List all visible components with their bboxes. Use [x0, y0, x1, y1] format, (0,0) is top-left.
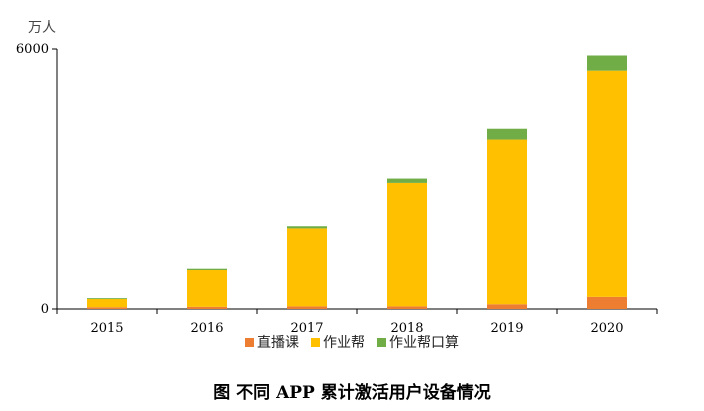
bar-2019-series-2 — [487, 128, 527, 140]
y-axis: 0 6000 — [16, 42, 58, 317]
bar-2019-series-0 — [487, 304, 527, 309]
x-tick-label-0: 2015 — [90, 321, 123, 336]
bar-2016-series-0 — [187, 306, 227, 309]
bar-2018-series-1 — [387, 182, 427, 307]
legend-label-0: 直播课 — [257, 335, 299, 351]
legend: 直播课 作业帮 作业帮口算 — [0, 331, 704, 353]
bar-2017-series-2 — [287, 226, 327, 229]
x-tick-label-4: 2019 — [490, 321, 523, 336]
legend-item-2: 作业帮口算 — [377, 332, 459, 352]
bar-2018-series-0 — [387, 306, 427, 309]
bars — [87, 55, 627, 309]
bar-2015-series-2 — [87, 298, 127, 300]
figure-caption: 图 不同 APP 累计激活用户设备情况 — [213, 383, 491, 403]
legend-label-1: 作业帮 — [323, 335, 365, 351]
x-tick-label-3: 2018 — [390, 321, 423, 336]
bar-2017-series-1 — [287, 228, 327, 307]
x-axis: 2015 2016 2017 2018 2019 2020 — [56, 308, 658, 336]
bar-2020-series-2 — [587, 55, 627, 71]
bar-2015-series-1 — [87, 299, 127, 308]
legend-item-1: 作业帮 — [311, 332, 365, 352]
bar-2015-series-0 — [87, 307, 127, 309]
legend-label-2: 作业帮口算 — [389, 335, 459, 351]
legend-swatch-2 — [377, 337, 386, 347]
legend-swatch-0 — [245, 337, 254, 347]
y-tick-label-0: 0 — [41, 302, 49, 317]
bar-2016-series-2 — [187, 268, 227, 270]
stacked-bar-chart: 万人 0 6000 2015 2016 2017 2018 2019 2020 — [16, 20, 658, 336]
x-tick-label-1: 2016 — [190, 321, 223, 336]
x-tick-label-5: 2020 — [590, 321, 623, 336]
bar-2020-series-0 — [587, 296, 627, 309]
bar-2019-series-1 — [487, 139, 527, 305]
x-tick-label-2: 2017 — [290, 321, 323, 336]
bar-2016-series-1 — [187, 270, 227, 307]
legend-item-0: 直播课 — [245, 332, 299, 352]
bar-2020-series-1 — [587, 70, 627, 297]
bar-2018-series-2 — [387, 178, 427, 183]
y-tick-label-1: 6000 — [16, 42, 49, 57]
bar-2017-series-0 — [287, 306, 327, 309]
legend-swatch-1 — [311, 337, 320, 347]
y-axis-unit: 万人 — [28, 20, 56, 36]
